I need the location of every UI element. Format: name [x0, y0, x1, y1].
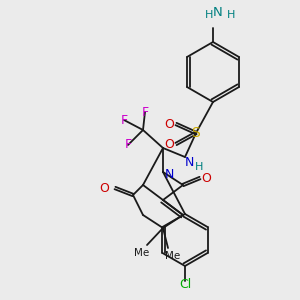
Text: Me: Me	[134, 248, 150, 258]
Text: S: S	[192, 126, 200, 140]
Text: Me: Me	[165, 251, 181, 261]
Text: N: N	[184, 155, 194, 169]
Text: H: H	[205, 10, 213, 20]
Text: O: O	[99, 182, 109, 194]
Text: O: O	[201, 172, 211, 184]
Text: F: F	[124, 139, 132, 152]
Text: Cl: Cl	[179, 278, 191, 292]
Text: N: N	[213, 5, 223, 19]
Text: H: H	[195, 162, 203, 172]
Text: H: H	[227, 10, 236, 20]
Text: F: F	[120, 113, 128, 127]
Text: N: N	[164, 169, 174, 182]
Text: O: O	[164, 118, 174, 130]
Text: F: F	[141, 106, 148, 118]
Text: O: O	[164, 137, 174, 151]
